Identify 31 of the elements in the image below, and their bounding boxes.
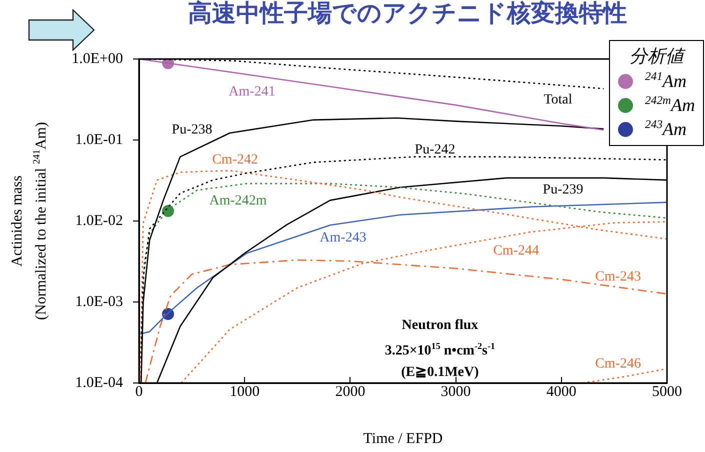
- series-label: Cm-246: [595, 356, 641, 372]
- annotation: Neutron flux: [402, 318, 478, 333]
- y-tick-label: 1.0E+00: [72, 50, 123, 67]
- annotation: 3.25×10$^{15}$ n•cm$^{-2}$s$^{-1}$: [384, 341, 496, 359]
- x-axis-title: Time / EFPD: [363, 430, 443, 447]
- y-tick-label: 1.0E-02: [75, 212, 123, 229]
- series-label: Am-243: [320, 230, 366, 246]
- legend-title: 分析値: [628, 45, 686, 68]
- series-label: Pu-239: [542, 182, 584, 198]
- legend-label: $^{242m}$Am: [645, 94, 695, 116]
- series-label: Cm-244: [493, 244, 539, 259]
- series-label: Cm-243: [595, 270, 641, 285]
- series-label: Pu-242: [414, 142, 456, 158]
- y-tick-label: 1.0E-01: [75, 132, 123, 148]
- series-label: Cm-242: [212, 152, 258, 168]
- x-tick-label: 0: [135, 384, 143, 400]
- series-label: Am-241: [228, 84, 276, 100]
- annotation: (E≧0.1MeV): [401, 364, 479, 380]
- series-label: Total: [544, 92, 572, 108]
- legend-label: $^{241}$Am: [645, 70, 687, 92]
- x-tick-label: 3000: [440, 384, 471, 400]
- chart-title: 高速中性子場でのアクチニド核変換特性: [187, 0, 628, 29]
- x-tick-label: 2000: [335, 384, 366, 400]
- x-tick-label: 5000: [652, 384, 682, 400]
- y-tick-label: 1.0E-03: [75, 294, 123, 310]
- y-tick-label: 1.0E-04: [75, 374, 124, 391]
- x-tick-label: 4000: [546, 384, 576, 400]
- series-label: Am-242m: [209, 194, 267, 209]
- legend-label: $^{243}$Am: [645, 118, 687, 140]
- series-label: Pu-238: [172, 122, 212, 138]
- x-tick-label: 1000: [230, 384, 260, 400]
